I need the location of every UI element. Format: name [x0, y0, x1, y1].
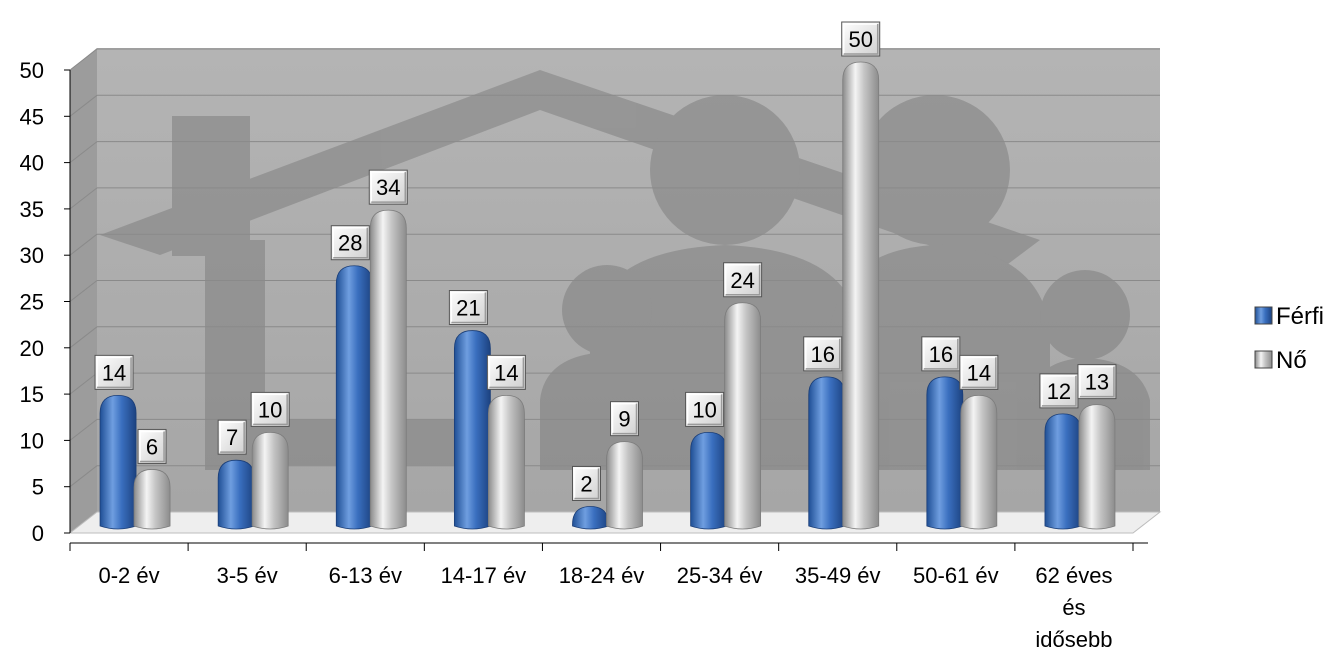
legend-label: Nő [1276, 347, 1307, 374]
legend-item: Nő [1254, 347, 1307, 374]
data-label: 13 [1077, 364, 1117, 400]
svg-text:14: 14 [102, 360, 126, 385]
y-tick-label: 30 [20, 243, 44, 268]
y-axis: 0 5 10 15 20 25 30 35 40 45 50 [20, 58, 71, 546]
bar-ferfi [453, 330, 491, 530]
bar-no [606, 441, 643, 530]
data-label: 24 [723, 262, 763, 298]
data-label: 10 [685, 391, 725, 427]
data-label: 6 [137, 428, 167, 464]
bar-ferfi [808, 376, 846, 530]
x-tick-label: 14-17 év [441, 563, 527, 588]
x-tick-label: 50-61 év [913, 563, 999, 588]
y-tick-label: 25 [20, 290, 44, 315]
data-label: 16 [921, 336, 961, 372]
x-axis: 0-2 év 3-5 év 6-13 év 14-17 év 18-24 év 25-34… [69, 542, 1148, 652]
svg-text:10: 10 [692, 397, 716, 422]
svg-text:9: 9 [618, 407, 630, 432]
y-tick-label: 40 [20, 151, 44, 176]
svg-text:14: 14 [967, 360, 991, 385]
legend-item: Férfi [1254, 303, 1324, 330]
svg-text:12: 12 [1047, 379, 1071, 404]
legend-label: Férfi [1276, 303, 1324, 330]
svg-text:2: 2 [580, 471, 592, 496]
bar-ferfi [572, 506, 609, 530]
gridline [69, 419, 98, 441]
y-tick-label: 15 [20, 382, 44, 407]
gridline [69, 94, 98, 117]
x-tick-label: 0-2 év [98, 563, 159, 588]
data-label: 14 [959, 354, 999, 390]
data-label: 34 [368, 169, 408, 205]
legend: Férfi Nő [1254, 303, 1324, 374]
data-label: 28 [330, 225, 370, 261]
gridline [69, 48, 98, 71]
bar-ferfi [99, 394, 137, 530]
svg-text:10: 10 [258, 397, 282, 422]
y-tick-label: 5 [32, 475, 44, 500]
x-tick-label: 18-24 év [559, 563, 645, 588]
data-label: 7 [217, 419, 247, 455]
y-tick-label: 0 [32, 521, 44, 546]
x-tick-label: 35-49 év [795, 563, 881, 588]
gridline [69, 280, 98, 302]
svg-text:16: 16 [929, 342, 953, 367]
svg-text:34: 34 [376, 175, 400, 200]
bar-no [1078, 404, 1116, 530]
bar-no [369, 209, 407, 530]
svg-text:7: 7 [226, 425, 238, 450]
data-label: 2 [572, 465, 601, 501]
gridline [69, 233, 98, 256]
data-label: 14 [486, 354, 526, 390]
gridline [69, 141, 98, 163]
gridline [69, 465, 98, 488]
bar-no [724, 302, 762, 530]
data-label: 16 [803, 336, 843, 372]
x-tick-label: 25-34 év [677, 563, 763, 588]
data-label: 14 [94, 354, 134, 390]
data-label: 50 [841, 21, 881, 57]
bar-no [842, 61, 880, 530]
svg-text:6: 6 [146, 434, 158, 459]
svg-text:50: 50 [848, 27, 872, 52]
bar-no [251, 431, 289, 530]
bar-ferfi [335, 265, 373, 530]
legend-swatch [1254, 350, 1273, 369]
svg-text:16: 16 [810, 342, 834, 367]
gridline [69, 187, 98, 210]
y-tick-label: 35 [20, 197, 44, 222]
bar-ferfi [926, 376, 964, 530]
bar-ferfi [690, 431, 728, 530]
gridline [69, 372, 98, 395]
svg-text:14: 14 [494, 360, 518, 385]
data-label: 21 [448, 290, 488, 326]
legend-swatch [1254, 306, 1273, 325]
x-tick-label: 6-13 év [329, 563, 402, 588]
y-tick-label: 20 [20, 336, 44, 361]
bars [99, 61, 1116, 530]
data-label: 9 [610, 401, 639, 437]
y-tick-label: 50 [20, 58, 44, 83]
bar-ferfi [217, 459, 255, 530]
gridline [69, 326, 98, 349]
y-tick-label: 10 [20, 428, 44, 453]
svg-text:13: 13 [1085, 370, 1109, 395]
svg-text:28: 28 [338, 231, 362, 256]
bar-no [487, 394, 525, 530]
bar-no [133, 469, 171, 530]
svg-text:21: 21 [456, 296, 480, 321]
x-tick-label: 3-5 év [217, 563, 278, 588]
data-label: 12 [1039, 373, 1079, 409]
y-tick-label: 45 [20, 104, 44, 129]
bar-ferfi [1044, 413, 1082, 530]
bar-no [960, 394, 998, 530]
x-tick-label: 62 éves és idősebb [1035, 563, 1112, 652]
data-label: 10 [250, 391, 290, 427]
data-labels: 14 7 28 21 2 10 16 16 12 6 10 34 14 9 24 50 14 13 [94, 21, 1117, 501]
svg-text:24: 24 [730, 268, 754, 293]
